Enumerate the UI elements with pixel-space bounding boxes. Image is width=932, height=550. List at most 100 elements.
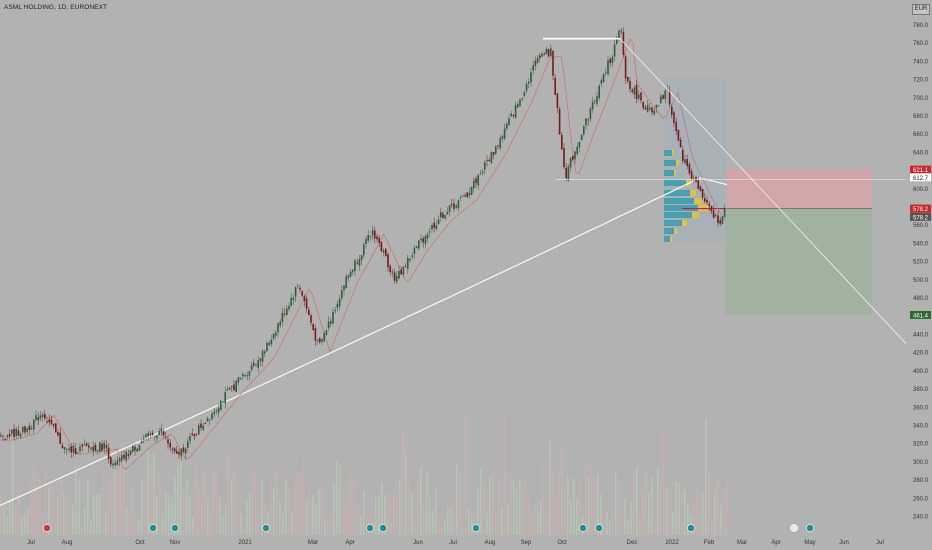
candle-body — [717, 215, 719, 224]
candle-body — [660, 96, 662, 104]
volume-bar — [366, 515, 368, 535]
candle-body — [701, 188, 704, 198]
volume-bar — [390, 494, 392, 535]
earnings-marker[interactable] — [579, 524, 587, 532]
candle-body — [30, 428, 33, 430]
volume-bar — [450, 506, 452, 535]
candle-body — [305, 298, 308, 309]
earnings-marker[interactable] — [366, 524, 374, 532]
candle-body — [613, 44, 616, 57]
candle-body — [501, 136, 504, 139]
candle-body — [257, 360, 259, 368]
candle-body — [631, 89, 633, 92]
volume-profile-bar — [676, 160, 679, 166]
volume-bar — [153, 453, 155, 535]
candle-body — [719, 220, 721, 224]
volume-bar — [648, 491, 650, 535]
other-marker[interactable] — [806, 524, 814, 532]
candle-body — [534, 60, 537, 66]
volume-bar — [183, 489, 185, 535]
volume-bar — [621, 513, 623, 535]
volume-bar — [243, 518, 245, 535]
candle-body — [114, 462, 116, 466]
volume-bar — [165, 492, 167, 535]
other-marker[interactable] — [595, 524, 603, 532]
volume-bar — [726, 477, 728, 535]
currency-button[interactable]: EUR — [912, 4, 930, 15]
y-tick-label: 660.0 — [913, 132, 929, 138]
y-tick-label: 420.0 — [913, 351, 929, 357]
volume-bar — [384, 494, 386, 535]
candle-body — [55, 423, 57, 433]
volume-bar — [546, 514, 548, 535]
volume-bar — [99, 494, 101, 535]
volume-bar — [555, 492, 557, 535]
x-tick-label: 2022 — [665, 540, 679, 546]
candle-body — [244, 375, 246, 376]
candle-body — [486, 160, 488, 162]
candle-body — [118, 458, 121, 462]
profit-target-zone[interactable] — [726, 208, 872, 315]
candle-body — [83, 444, 86, 446]
volume-bar — [246, 501, 248, 535]
x-tick-label: Mar — [308, 540, 318, 546]
volume-bar — [639, 516, 641, 535]
candle-body — [675, 122, 677, 131]
dividend-marker[interactable] — [43, 524, 51, 532]
candle-body — [79, 446, 81, 452]
candle-body — [404, 265, 407, 267]
candle-body — [129, 450, 132, 456]
volume-bar — [108, 483, 110, 535]
candle-body — [41, 414, 44, 417]
volume-profile-bar — [664, 212, 692, 218]
volume-profile-bar — [664, 228, 674, 234]
candle-body — [600, 80, 603, 84]
candle-body — [437, 219, 440, 224]
earnings-marker[interactable] — [472, 524, 480, 532]
other-marker[interactable] — [379, 524, 387, 532]
candle-body — [176, 450, 178, 454]
volume-bar — [396, 477, 398, 535]
candle-body — [173, 448, 176, 452]
candle-body — [369, 235, 372, 237]
candle-body — [151, 432, 154, 436]
volume-bar — [714, 494, 716, 535]
volume-bar — [534, 506, 536, 535]
candle-body — [50, 419, 53, 424]
candle-body — [721, 216, 724, 224]
candle-body — [629, 80, 631, 90]
volume-bar — [303, 456, 305, 535]
candle-body — [70, 446, 72, 453]
volume-bar — [156, 495, 158, 535]
volume-bar — [24, 513, 26, 535]
volume-bar — [351, 467, 353, 535]
earnings-marker[interactable] — [149, 524, 157, 532]
candle-body — [470, 187, 473, 195]
volume-bar — [525, 476, 527, 535]
volume-bar — [444, 519, 446, 535]
candle-body — [136, 448, 138, 452]
volume-bar — [702, 494, 704, 535]
stop-loss-zone[interactable] — [726, 169, 872, 209]
volume-bar — [606, 512, 608, 535]
candle-body — [479, 173, 482, 175]
other-marker[interactable] — [171, 524, 179, 532]
volume-bar — [489, 478, 491, 535]
y-tick-label: 440.0 — [913, 332, 929, 338]
trend-line[interactable] — [619, 38, 907, 344]
volume-profile-bar — [664, 170, 674, 176]
split-marker[interactable] — [790, 524, 798, 532]
volume-profile-bar — [664, 150, 672, 156]
candle-body — [554, 77, 556, 95]
volume-bar — [267, 511, 269, 535]
volume-bar — [123, 443, 125, 535]
candle-body — [105, 445, 108, 448]
volume-bar — [678, 481, 680, 535]
earnings-marker[interactable] — [262, 524, 270, 532]
y-tick-label: 740.0 — [913, 59, 929, 65]
earnings-marker[interactable] — [687, 524, 695, 532]
volume-bar — [192, 517, 194, 535]
volume-bar — [486, 512, 488, 535]
